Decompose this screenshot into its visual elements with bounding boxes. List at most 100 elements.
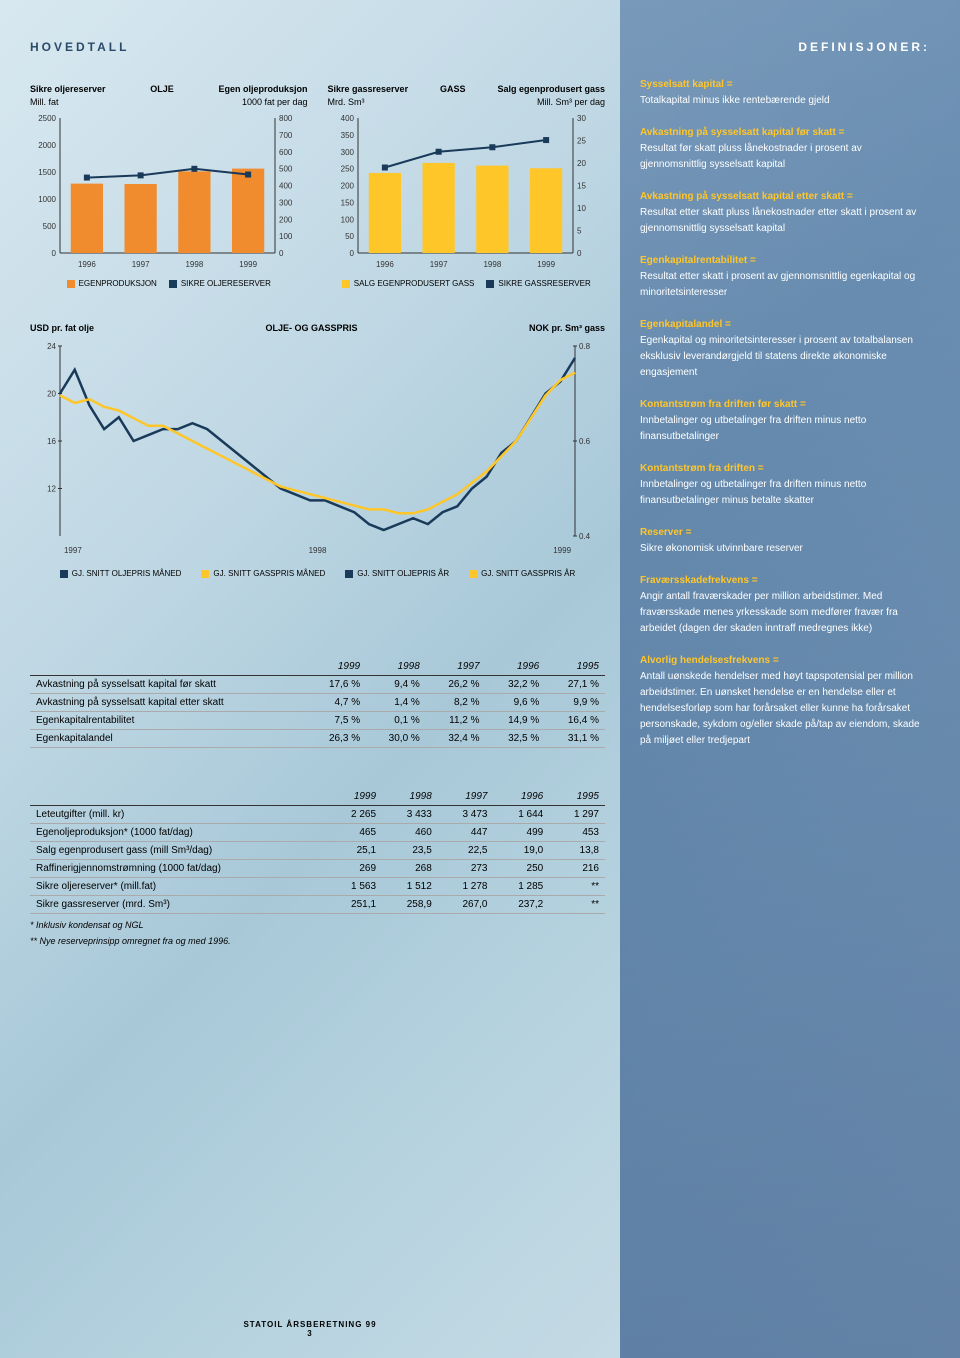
definition-title: Fraværsskadefrekvens = (640, 575, 930, 586)
definition-text: Antall uønskede hendelser med høyt tapsp… (640, 669, 930, 749)
page-footer: STATOIL ÅRSBERETNING 99 3 (0, 1320, 620, 1338)
svg-text:250: 250 (340, 165, 354, 174)
svg-text:1996: 1996 (78, 260, 96, 269)
svg-text:30: 30 (577, 114, 586, 123)
definition-item: Alvorlig hendelsesfrekvens = Antall uøns… (640, 655, 930, 749)
table-returns: 19991998199719961995Avkastning på syssel… (30, 658, 605, 748)
svg-text:5: 5 (577, 227, 582, 236)
big-chart: USD pr. fat olje OLJE- OG GASSPRIS NOK p… (30, 323, 605, 578)
definition-item: Avkastning på sysselsatt kapital etter s… (640, 191, 930, 237)
chart-olje: Sikre oljereserver OLJE Egen oljeproduks… (30, 84, 308, 288)
svg-text:0: 0 (349, 249, 354, 258)
svg-text:1000: 1000 (38, 195, 56, 204)
svg-text:20: 20 (47, 390, 56, 399)
definition-item: Avkastning på sysselsatt kapital før ska… (640, 127, 930, 173)
definition-title: Reserver = (640, 527, 930, 538)
definition-text: Resultat før skatt pluss lånekostnader i… (640, 141, 930, 173)
svg-text:0.8: 0.8 (579, 342, 591, 351)
table-year: 1998 (366, 658, 426, 676)
definition-item: Reserver = Sikre økonomisk utvinnbare re… (640, 527, 930, 557)
svg-text:0: 0 (279, 249, 284, 258)
svg-text:1500: 1500 (38, 168, 56, 177)
table-row: Avkastning på sysselsatt kapital før ska… (30, 676, 605, 694)
legend-item: SALG EGENPRODUSERT GASS (342, 279, 475, 288)
charts-row: Sikre oljereserver OLJE Egen oljeproduks… (30, 84, 605, 288)
svg-text:500: 500 (279, 165, 293, 174)
svg-text:200: 200 (340, 182, 354, 191)
bc-left-title: USD pr. fat olje (30, 323, 94, 333)
definition-item: Egenkapitalrentabilitet = Resultat etter… (640, 255, 930, 301)
table-row: Leteutgifter (mill. kr)2 2653 4333 4731 … (30, 806, 605, 824)
chart-gass: Sikre gassreserver GASS Salg egenproduse… (328, 84, 606, 288)
svg-text:300: 300 (279, 198, 293, 207)
table-year: 1998 (382, 788, 438, 806)
page-title-right: DEFINISJONER: (640, 40, 930, 54)
legend-item: GJ. SNITT OLJEPRIS MÅNED (60, 569, 182, 578)
table-note-1: * Inklusiv kondensat og NGL (30, 920, 605, 930)
table-row: Egenkapitalandel26,3 %30,0 %32,4 %32,5 %… (30, 730, 605, 748)
footer-line1: STATOIL ÅRSBERETNING 99 (0, 1320, 620, 1329)
definition-item: Egenkapitalandel = Egenkapital og minori… (640, 319, 930, 381)
svg-text:400: 400 (340, 114, 354, 123)
legend-item: EGENPRODUKSJON (67, 279, 157, 288)
c2-sub-left: Mrd. Sm³ (328, 97, 365, 107)
table-row: Sikre gassreserver (mrd. Sm³)251,1258,92… (30, 896, 605, 914)
svg-text:300: 300 (340, 148, 354, 157)
definitions-list: Sysselsatt kapital = Totalkapital minus … (640, 79, 930, 749)
footer-line2: 3 (0, 1329, 620, 1338)
definition-item: Kontantstrøm fra driften = Innbetalinger… (640, 463, 930, 509)
definition-text: Angir antall fraværskader per million ar… (640, 589, 930, 637)
c1-sub-right: 1000 fat per dag (242, 97, 308, 107)
svg-text:0: 0 (52, 249, 57, 258)
svg-text:100: 100 (340, 215, 354, 224)
svg-text:16: 16 (47, 437, 56, 446)
definition-title: Egenkapitalandel = (640, 319, 930, 330)
svg-text:1999: 1999 (553, 546, 571, 555)
definition-item: Fraværsskadefrekvens = Angir antall frav… (640, 575, 930, 637)
table-row: Salg egenprodusert gass (mill Sm³/dag)25… (30, 842, 605, 860)
legend-item: SIKRE GASSRESERVER (486, 279, 590, 288)
svg-text:1998: 1998 (185, 260, 203, 269)
svg-text:1997: 1997 (64, 546, 82, 555)
definition-title: Avkastning på sysselsatt kapital etter s… (640, 191, 930, 202)
table-row: Avkastning på sysselsatt kapital etter s… (30, 694, 605, 712)
svg-text:50: 50 (345, 232, 354, 241)
table-year: 1996 (486, 658, 546, 676)
svg-text:25: 25 (577, 137, 586, 146)
svg-text:0.4: 0.4 (579, 532, 591, 541)
svg-text:1997: 1997 (429, 260, 447, 269)
definition-text: Egenkapital og minoritetsinteresser i pr… (640, 333, 930, 381)
c1-center-title: OLJE (150, 84, 174, 94)
definition-text: Innbetalinger og utbetalinger fra drifte… (640, 413, 930, 445)
definition-title: Kontantstrøm fra driften = (640, 463, 930, 474)
table-operations: 19991998199719961995Leteutgifter (mill. … (30, 788, 605, 914)
definition-text: Resultat etter skatt pluss lånekostnader… (640, 205, 930, 237)
svg-text:1998: 1998 (309, 546, 327, 555)
table-row: Raffinerigjennomstrømning (1000 fat/dag)… (30, 860, 605, 878)
svg-text:15: 15 (577, 182, 586, 191)
svg-text:1999: 1999 (239, 260, 257, 269)
svg-text:2500: 2500 (38, 114, 56, 123)
svg-text:2000: 2000 (38, 141, 56, 150)
svg-text:150: 150 (340, 198, 354, 207)
c2-center-title: GASS (440, 84, 466, 94)
table-year: 1997 (438, 788, 494, 806)
svg-text:1997: 1997 (132, 260, 150, 269)
svg-text:1996: 1996 (375, 260, 393, 269)
svg-text:10: 10 (577, 204, 586, 213)
definition-text: Innbetalinger og utbetalinger fra drifte… (640, 477, 930, 509)
legend-item: GJ. SNITT GASSPRIS ÅR (469, 569, 575, 578)
svg-text:200: 200 (279, 215, 293, 224)
legend-item: GJ. SNITT OLJEPRIS ÅR (345, 569, 449, 578)
svg-text:800: 800 (279, 114, 293, 123)
definition-text: Sikre økonomisk utvinnbare reserver (640, 541, 930, 557)
svg-text:0: 0 (577, 249, 582, 258)
c2-right-title: Salg egenprodusert gass (497, 84, 605, 94)
table-row: Egenoljeproduksjon* (1000 fat/dag)465460… (30, 824, 605, 842)
c1-right-title: Egen oljeproduksjon (218, 84, 307, 94)
definition-text: Totalkapital minus ikke rentebærende gje… (640, 93, 930, 109)
definition-item: Sysselsatt kapital = Totalkapital minus … (640, 79, 930, 109)
table-year: 1999 (326, 788, 382, 806)
svg-text:600: 600 (279, 148, 293, 157)
definition-text: Resultat etter skatt i prosent av gjenno… (640, 269, 930, 301)
